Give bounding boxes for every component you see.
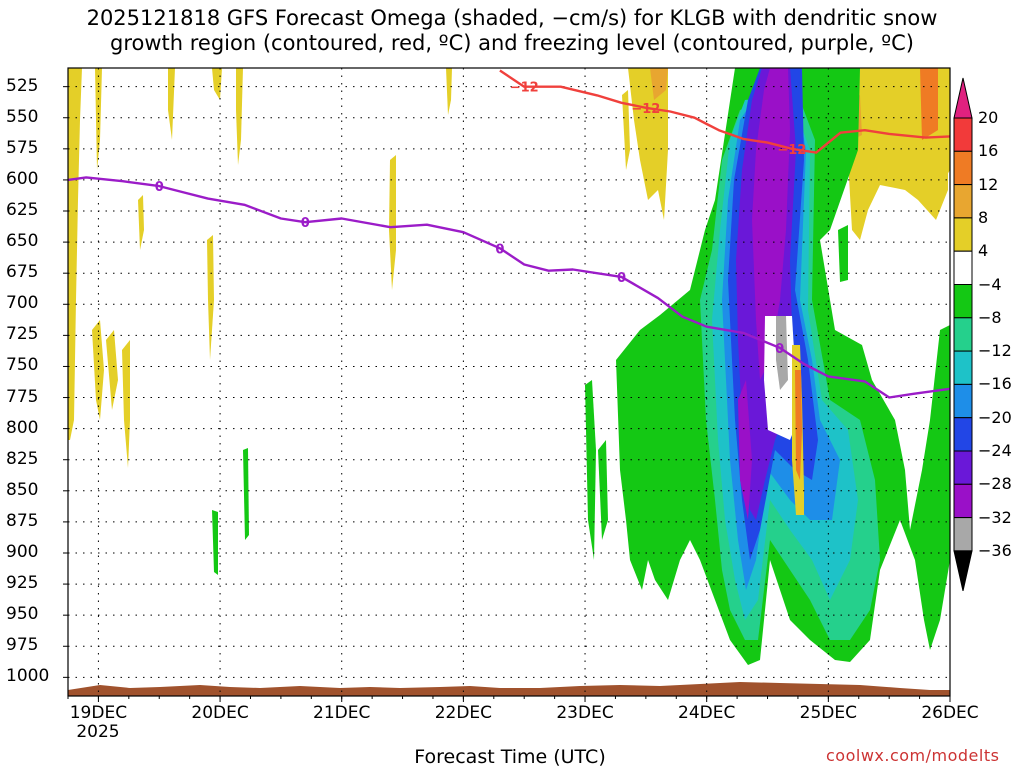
contour-lines: 0 0 0 0 0 −12 −12 −12 bbox=[68, 69, 950, 399]
dgz-minus12-contour-label: −12 bbox=[777, 143, 806, 158]
terrain-surface bbox=[68, 682, 950, 696]
colorbar-segment bbox=[953, 450, 973, 485]
freezing-level-contour-label: 0 bbox=[495, 242, 504, 257]
y-tick-label: 850 bbox=[6, 479, 39, 500]
colorbar-tick-label: 8 bbox=[978, 207, 989, 227]
chart-title-line2: growth region (contoured, red, ºC) and f… bbox=[110, 31, 914, 55]
colorbar-bottom-arrow bbox=[953, 550, 973, 592]
x-tick-label: 21DEC bbox=[313, 703, 371, 723]
colorbar-segment bbox=[953, 483, 973, 519]
colorbar-tick-label: 16 bbox=[978, 141, 999, 161]
colorbar-tick-label: 4 bbox=[978, 241, 989, 261]
colorbar-tick-label: −28 bbox=[978, 474, 1012, 494]
y-tick-label: 575 bbox=[6, 137, 39, 158]
x-tick-label: 22DEC bbox=[434, 703, 493, 723]
y-tick-label: 725 bbox=[6, 324, 39, 345]
y-tick-label: 600 bbox=[6, 168, 39, 189]
colorbar-tick-label: −16 bbox=[978, 374, 1012, 394]
colorbar-tick-label: −4 bbox=[978, 274, 1002, 294]
colorbar-tick-label: 12 bbox=[978, 174, 999, 194]
colorbar-segment bbox=[953, 517, 973, 552]
omega-shading bbox=[68, 68, 950, 665]
colorbar-segment bbox=[953, 184, 973, 219]
y-tick-label: 1000 bbox=[6, 666, 50, 687]
colorbar-segment bbox=[953, 317, 973, 352]
colorbar-segment bbox=[953, 383, 973, 419]
colorbar-segment bbox=[953, 250, 973, 285]
y-tick-label: 750 bbox=[6, 355, 39, 376]
colorbar-segment bbox=[953, 150, 973, 186]
y-tick-label: 825 bbox=[6, 448, 39, 469]
dgz-minus12-contour-label: −12 bbox=[631, 102, 660, 117]
y-tick-label: 950 bbox=[6, 604, 39, 625]
credit-watermark: coolwx.com/modelts bbox=[826, 746, 1000, 765]
y-tick-label: 525 bbox=[6, 75, 39, 96]
y-tick-label: 700 bbox=[6, 293, 39, 314]
y-tick-label: 900 bbox=[6, 541, 39, 562]
colorbar-top-arrow bbox=[953, 77, 973, 119]
y-tick-label: 875 bbox=[6, 510, 39, 531]
colorbar-tick-label: −24 bbox=[978, 441, 1012, 460]
dgz-minus12-contour-label: −12 bbox=[510, 81, 539, 96]
x-tick-label: 19DEC bbox=[69, 703, 128, 723]
freezing-level-contour-label: 0 bbox=[617, 271, 626, 286]
colorbar bbox=[953, 77, 973, 592]
plot-frame bbox=[67, 67, 951, 697]
colorbar-segment bbox=[953, 217, 973, 252]
x-tick-label: 25DEC bbox=[799, 703, 858, 723]
freezing-level-contour-label: 0 bbox=[301, 216, 310, 231]
y-tick-label: 550 bbox=[6, 106, 39, 127]
colorbar-tick-label: −12 bbox=[978, 341, 1012, 361]
colorbar-segment bbox=[953, 417, 973, 452]
y-tick-label: 650 bbox=[6, 231, 39, 252]
y-tick-label: 625 bbox=[6, 200, 39, 220]
colorbar-tick-label: −32 bbox=[978, 507, 1012, 527]
freezing-level-contour bbox=[68, 176, 950, 399]
colorbar-tick-label: 20 bbox=[978, 108, 999, 127]
y-tick-label: 800 bbox=[6, 417, 39, 438]
x-tick-label: 23DEC bbox=[556, 703, 614, 723]
colorbar-segment bbox=[953, 117, 973, 152]
x-tick-label: 26DEC bbox=[921, 703, 979, 723]
y-tick-label: 975 bbox=[6, 635, 39, 656]
x-tick-label: 20DEC bbox=[191, 703, 249, 723]
dgz-minus12-contour bbox=[499, 69, 950, 154]
colorbar-tick-label: −8 bbox=[978, 307, 1002, 327]
colorbar-tick-label: −20 bbox=[978, 407, 1012, 427]
y-tick-label: 675 bbox=[6, 262, 39, 283]
y-tick-label: 775 bbox=[6, 386, 39, 407]
colorbar-tick-label: −36 bbox=[978, 540, 1012, 560]
colorbar-segment bbox=[953, 284, 973, 319]
y-tick-label: 925 bbox=[6, 573, 39, 594]
grid-lines bbox=[68, 68, 951, 696]
x-axis-year-label: 2025 bbox=[76, 722, 120, 742]
x-axis-title: Forecast Time (UTC) bbox=[414, 746, 606, 768]
freezing-level-contour-label: 0 bbox=[775, 342, 784, 357]
colorbar-segment bbox=[953, 350, 973, 385]
freezing-level-contour-label: 0 bbox=[155, 180, 164, 195]
x-tick-label: 24DEC bbox=[678, 703, 736, 723]
chart-title-line1: 2025121818 GFS Forecast Omega (shaded, −… bbox=[86, 6, 938, 30]
